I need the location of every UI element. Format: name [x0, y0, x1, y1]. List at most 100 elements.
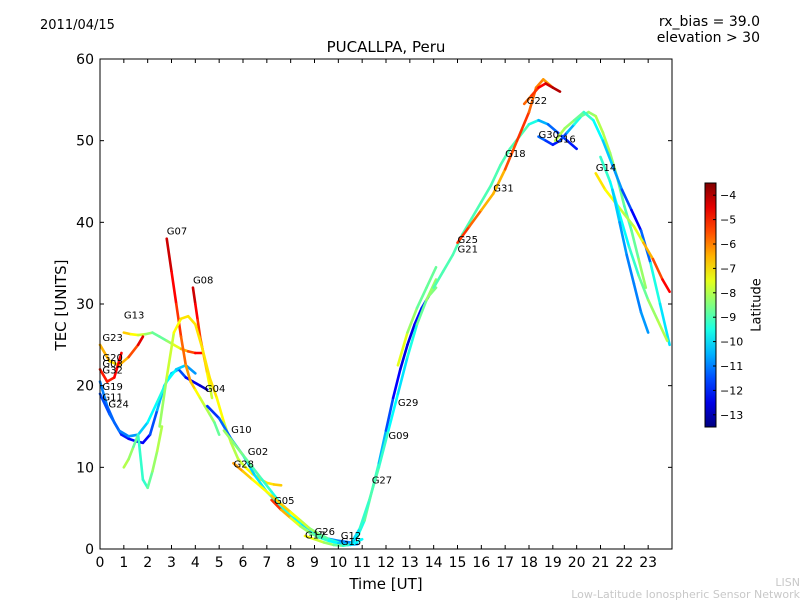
satellite-label: G32 — [102, 365, 122, 376]
x-tick-label: 4 — [191, 555, 200, 571]
series-segment — [127, 445, 135, 461]
series-segment — [637, 274, 650, 302]
series-segment — [151, 331, 161, 338]
series-23 — [599, 155, 669, 343]
series-segment — [425, 265, 438, 289]
series-segment — [317, 532, 331, 541]
x-tick-label: 8 — [286, 555, 295, 571]
satellite-label: G22 — [527, 96, 547, 107]
series-segment — [146, 400, 159, 424]
series-17 — [432, 118, 578, 289]
satellite-label: G27 — [372, 476, 392, 487]
series-segment — [565, 123, 576, 134]
x-tick-label: 9 — [310, 555, 319, 571]
series-segment — [384, 396, 395, 432]
series-segment — [491, 167, 507, 196]
series-segment — [603, 188, 617, 204]
footer-org-short: LISN — [775, 576, 800, 589]
series-segment — [551, 86, 562, 93]
series-segment — [201, 347, 211, 379]
series-segment — [611, 188, 621, 224]
series-segment — [537, 135, 547, 142]
series-segment — [117, 355, 130, 367]
series-segment — [191, 286, 197, 306]
series-segment — [98, 343, 111, 363]
colorbar-tick-label: −6 — [720, 238, 736, 251]
series-segment — [229, 441, 240, 461]
satellite-label: G15 — [341, 537, 361, 548]
series-segment — [456, 225, 471, 245]
series-segment — [232, 461, 245, 473]
x-axis-label: Time [UT] — [349, 575, 423, 593]
series-segment — [289, 515, 304, 526]
series-segment — [406, 323, 416, 347]
series-segment — [587, 110, 598, 118]
series-segment — [522, 94, 533, 106]
series-segment — [406, 306, 419, 334]
series-segment — [499, 147, 512, 167]
series-segment — [98, 392, 111, 416]
series-8 — [98, 351, 123, 383]
series-segment — [191, 380, 202, 387]
series-segment — [113, 351, 123, 379]
series-segment — [322, 541, 335, 547]
colorbar-tick-label: −10 — [720, 336, 743, 349]
satellite-label: G02 — [248, 447, 268, 458]
series-segment — [546, 123, 559, 134]
series-segment — [658, 302, 671, 347]
series-segment — [303, 534, 316, 541]
series-segment — [127, 433, 140, 438]
satellite-label: G18 — [505, 149, 525, 160]
series-segment — [594, 172, 607, 191]
series-segment — [179, 335, 188, 367]
colorbar-tick-label: −11 — [720, 360, 743, 373]
series-segment — [148, 408, 159, 436]
colorbar-label: Latitude — [749, 278, 765, 332]
satellite-label: G09 — [388, 431, 408, 442]
series-segment — [184, 363, 192, 383]
series-segment — [241, 470, 254, 481]
satellite-label: G11 — [102, 392, 122, 403]
x-tick-label: 17 — [496, 555, 514, 571]
series-segment — [503, 139, 519, 171]
series-segment — [194, 388, 202, 400]
series-segment — [594, 114, 605, 134]
series-segment — [544, 139, 555, 147]
series-segment — [308, 527, 321, 536]
series-segment — [377, 429, 390, 469]
series-segment — [208, 376, 219, 400]
series-segment — [189, 380, 197, 392]
series-segment — [553, 127, 567, 142]
series-segment — [236, 457, 247, 469]
series-segment — [289, 516, 302, 528]
series-segment — [317, 536, 331, 543]
y-axis-label: TEC [UNITS] — [52, 259, 70, 351]
satellite-label: G19 — [102, 382, 122, 393]
x-tick-label: 7 — [262, 555, 271, 571]
series-segment — [632, 225, 645, 245]
series-segment — [105, 376, 116, 383]
series-segment — [222, 429, 235, 445]
x-tick-label: 15 — [449, 555, 467, 571]
series-segment — [530, 86, 540, 98]
series-segment — [194, 323, 204, 351]
colorbar-tick-label: −4 — [720, 189, 736, 202]
series-segment — [391, 368, 402, 400]
series-segment — [611, 163, 624, 191]
series-segment — [158, 376, 169, 428]
satellite-label: G21 — [458, 245, 478, 256]
colorbar-tick-label: −9 — [720, 311, 736, 324]
series-segment — [563, 118, 576, 130]
series-segment — [186, 314, 197, 326]
series-segment — [98, 368, 109, 383]
colorbar-tick-label: −5 — [720, 214, 736, 227]
series-segment — [279, 502, 292, 514]
series-segment — [618, 212, 631, 249]
elevation-label: elevation > 30 — [656, 30, 760, 46]
series-segment — [470, 200, 483, 220]
colorbar-tick-label: −12 — [720, 384, 743, 397]
x-tick-label: 1 — [119, 555, 128, 571]
series-segment — [232, 441, 245, 457]
satellite-label: G10 — [231, 425, 251, 436]
series-segment — [289, 510, 302, 522]
